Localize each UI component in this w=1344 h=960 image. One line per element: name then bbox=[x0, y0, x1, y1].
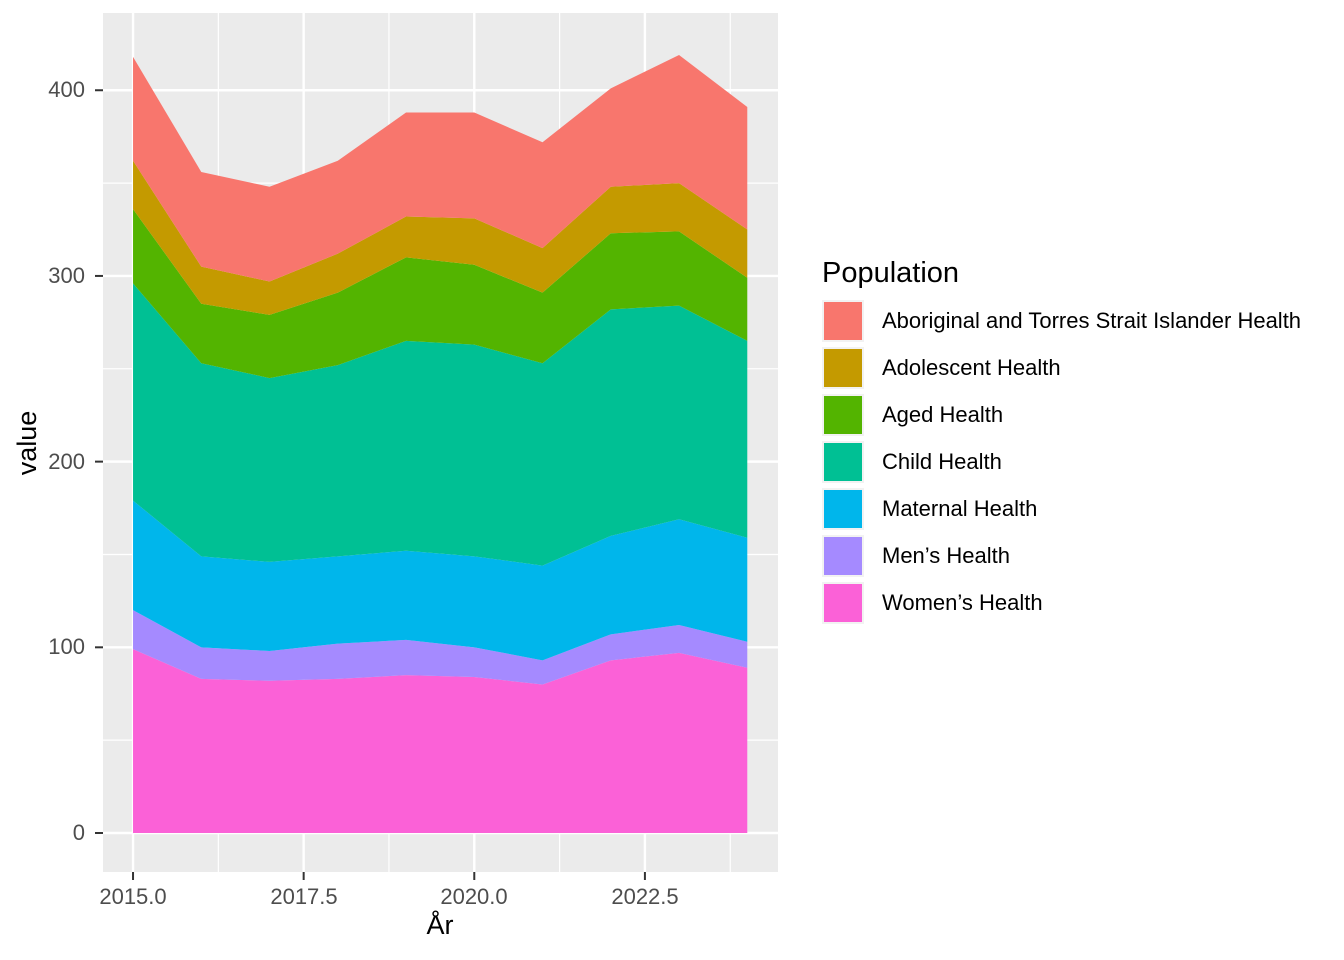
legend-key bbox=[822, 394, 864, 436]
legend-item-label: Child Health bbox=[882, 449, 1002, 474]
legend-swatch bbox=[824, 584, 862, 622]
legend-item-label: Aged Health bbox=[882, 402, 1004, 427]
y-tick-label: 100 bbox=[48, 634, 85, 659]
legend-item: Child Health bbox=[822, 441, 1301, 483]
legend-item: Men’s Health bbox=[822, 535, 1301, 577]
area-band bbox=[133, 54, 748, 282]
legend-item-label: Aboriginal and Torres Strait Islander He… bbox=[882, 308, 1302, 333]
legend-item: Aged Health bbox=[822, 394, 1301, 436]
x-tick-label: 2020.0 bbox=[440, 884, 508, 909]
y-axis-title: value bbox=[12, 410, 42, 476]
area-band bbox=[133, 610, 748, 685]
legend-key bbox=[822, 300, 864, 342]
legend-swatch bbox=[824, 396, 862, 434]
legend: Population Aboriginal and Torres Strait … bbox=[822, 256, 1301, 629]
legend-swatch bbox=[824, 443, 862, 481]
legend-item: Maternal Health bbox=[822, 488, 1301, 530]
legend-swatch bbox=[824, 349, 862, 387]
x-tick-label: 2015.0 bbox=[99, 884, 167, 909]
y-tick-label: 300 bbox=[48, 263, 85, 288]
legend-item-label: Men’s Health bbox=[882, 543, 1010, 568]
legend-key bbox=[822, 535, 864, 577]
x-tick-label: 2017.5 bbox=[270, 884, 338, 909]
legend-key bbox=[822, 582, 864, 624]
legend-key bbox=[822, 441, 864, 483]
y-tick-label: 400 bbox=[48, 77, 85, 102]
legend-swatch bbox=[824, 490, 862, 528]
legend-item-label: Women’s Health bbox=[882, 590, 1043, 615]
area-band bbox=[133, 283, 748, 566]
legend-item: Women’s Health bbox=[822, 582, 1301, 624]
legend-swatch bbox=[824, 302, 862, 340]
plot-panel-group bbox=[95, 13, 778, 880]
area-band bbox=[133, 209, 748, 379]
legend-swatch bbox=[824, 537, 862, 575]
legend-key bbox=[822, 488, 864, 530]
x-axis-title: År bbox=[426, 910, 454, 940]
legend-title: Population bbox=[822, 257, 960, 289]
legend-key bbox=[822, 347, 864, 389]
legend-item: Aboriginal and Torres Strait Islander He… bbox=[822, 300, 1301, 342]
legend-item-label: Adolescent Health bbox=[882, 355, 1061, 380]
area-band bbox=[133, 160, 748, 315]
x-tick-label: 2022.5 bbox=[611, 884, 679, 909]
area-band bbox=[133, 649, 748, 834]
legend-item: Adolescent Health bbox=[822, 347, 1301, 389]
legend-item-label: Maternal Health bbox=[882, 496, 1038, 521]
area-band bbox=[133, 500, 748, 661]
y-tick-label: 200 bbox=[48, 449, 85, 474]
y-tick-label: 0 bbox=[72, 820, 85, 845]
